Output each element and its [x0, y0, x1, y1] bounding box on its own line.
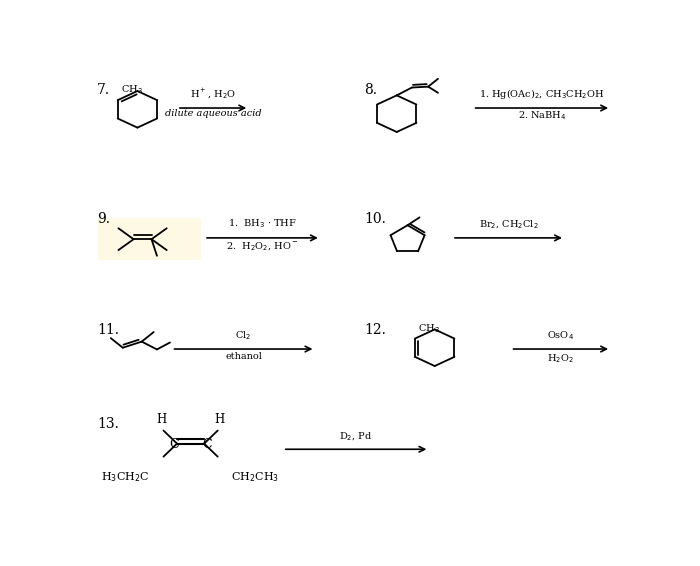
Text: H: H: [214, 413, 225, 426]
Text: 8.: 8.: [364, 83, 377, 97]
Text: 13.: 13.: [97, 417, 119, 431]
Text: Br$_2$, CH$_2$Cl$_2$: Br$_2$, CH$_2$Cl$_2$: [479, 218, 538, 231]
Text: 9.: 9.: [97, 212, 111, 226]
Text: CH$_2$CH$_3$: CH$_2$CH$_3$: [231, 470, 279, 483]
Text: H: H: [157, 413, 167, 426]
Bar: [98, 218, 202, 260]
Text: Cl$_2$: Cl$_2$: [235, 329, 251, 342]
Text: CH$_3$: CH$_3$: [418, 322, 440, 335]
Text: 1. Hg(OAc)$_2$, CH$_3$CH$_2$OH: 1. Hg(OAc)$_2$, CH$_3$CH$_2$OH: [479, 87, 605, 101]
Text: H$_3$CH$_2$C: H$_3$CH$_2$C: [102, 470, 150, 483]
Text: OsO$_4$: OsO$_4$: [547, 329, 575, 342]
Text: H$_2$O$_2$: H$_2$O$_2$: [547, 352, 574, 365]
Text: 11.: 11.: [97, 323, 119, 337]
Text: ethanol: ethanol: [225, 352, 262, 361]
Text: 2. NaBH$_4$: 2. NaBH$_4$: [517, 109, 566, 122]
Text: D$_2$, Pd: D$_2$, Pd: [340, 430, 372, 443]
Text: C: C: [202, 439, 211, 452]
Text: CH$_3$: CH$_3$: [121, 83, 143, 96]
Text: 10.: 10.: [364, 212, 386, 226]
Text: H$^+$, H$_2$O: H$^+$, H$_2$O: [190, 87, 236, 101]
Text: C: C: [169, 439, 179, 452]
Text: 12.: 12.: [364, 323, 386, 337]
Text: 1.  BH$_3$ $\cdot$ THF: 1. BH$_3$ $\cdot$ THF: [228, 218, 297, 230]
Text: 2.  H$_2$O$_2$, HO$^-$: 2. H$_2$O$_2$, HO$^-$: [226, 241, 299, 253]
Text: dilute aqueous acid: dilute aqueous acid: [164, 109, 261, 118]
Text: 7.: 7.: [97, 83, 111, 97]
